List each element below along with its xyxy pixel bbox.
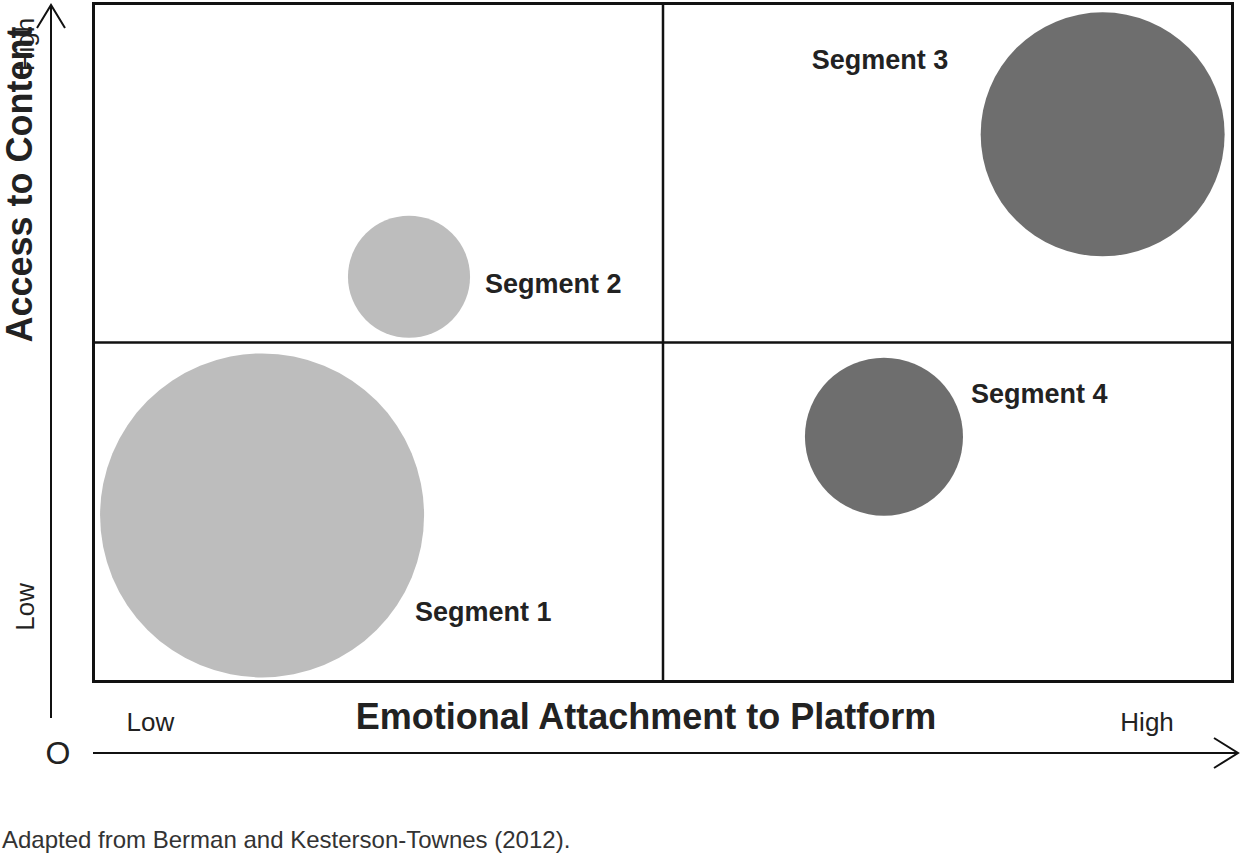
svg-text:Segment 1: Segment 1 xyxy=(415,597,552,627)
svg-text:Segment 3: Segment 3 xyxy=(812,45,949,75)
html-text:Adapted from Berman and Kester: Adapted from Berman and Kesterson-Townes… xyxy=(2,826,571,853)
svg-text:Emotional Attachment to Platfo: Emotional Attachment to Platform xyxy=(356,696,937,737)
svg-text:Access to Content: Access to Content xyxy=(0,26,40,342)
svg-text:O: O xyxy=(46,735,71,771)
svg-text:Segment 2: Segment 2 xyxy=(485,269,622,299)
svg-text:Low: Low xyxy=(10,583,40,631)
svg-text:Low: Low xyxy=(127,707,175,737)
svg-text:High: High xyxy=(1120,707,1173,737)
svg-text:Segment 4: Segment 4 xyxy=(971,379,1108,409)
